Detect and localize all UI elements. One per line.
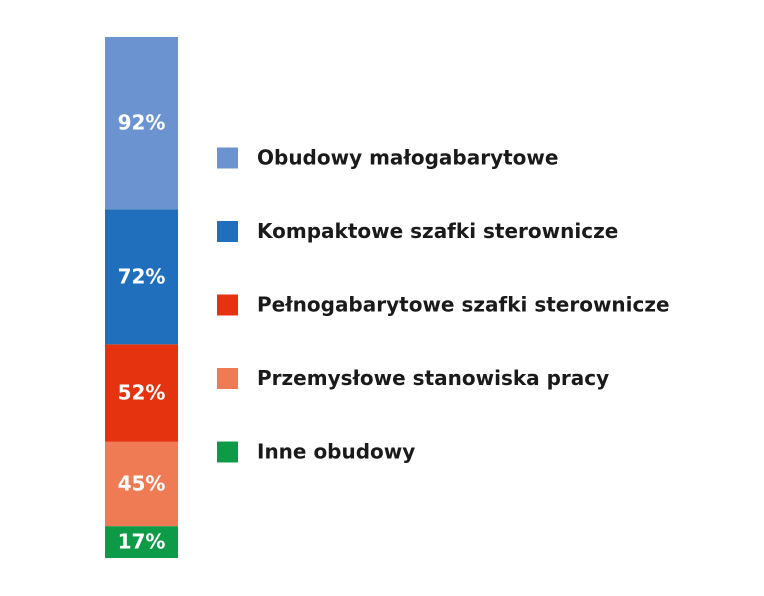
bar-segment (105, 441, 178, 527)
legend-label: Przemysłowe stanowiska pracy (257, 366, 609, 390)
bar-segment (105, 526, 178, 558)
bar-segment (105, 344, 178, 442)
value-label: 72% (118, 264, 166, 288)
legend-swatch (217, 147, 238, 169)
legend-swatch (217, 221, 238, 242)
bar-segment (105, 209, 178, 345)
legend-swatch (217, 294, 238, 316)
value-label: 92% (118, 111, 166, 135)
legend-label: Pełnogabarytowe szafki sterownicze (257, 293, 670, 317)
legend-swatch (217, 368, 238, 389)
legend-label: Kompaktowe szafki sterownicze (257, 219, 618, 243)
legend-swatch (217, 441, 238, 463)
bar-segment (105, 37, 178, 210)
value-label: 17% (118, 530, 166, 554)
value-label: 45% (118, 471, 166, 495)
value-label: 52% (118, 381, 166, 405)
legend-label: Inne obudowy (257, 440, 415, 464)
legend-label: Obudowy małogabarytowe (257, 146, 558, 170)
